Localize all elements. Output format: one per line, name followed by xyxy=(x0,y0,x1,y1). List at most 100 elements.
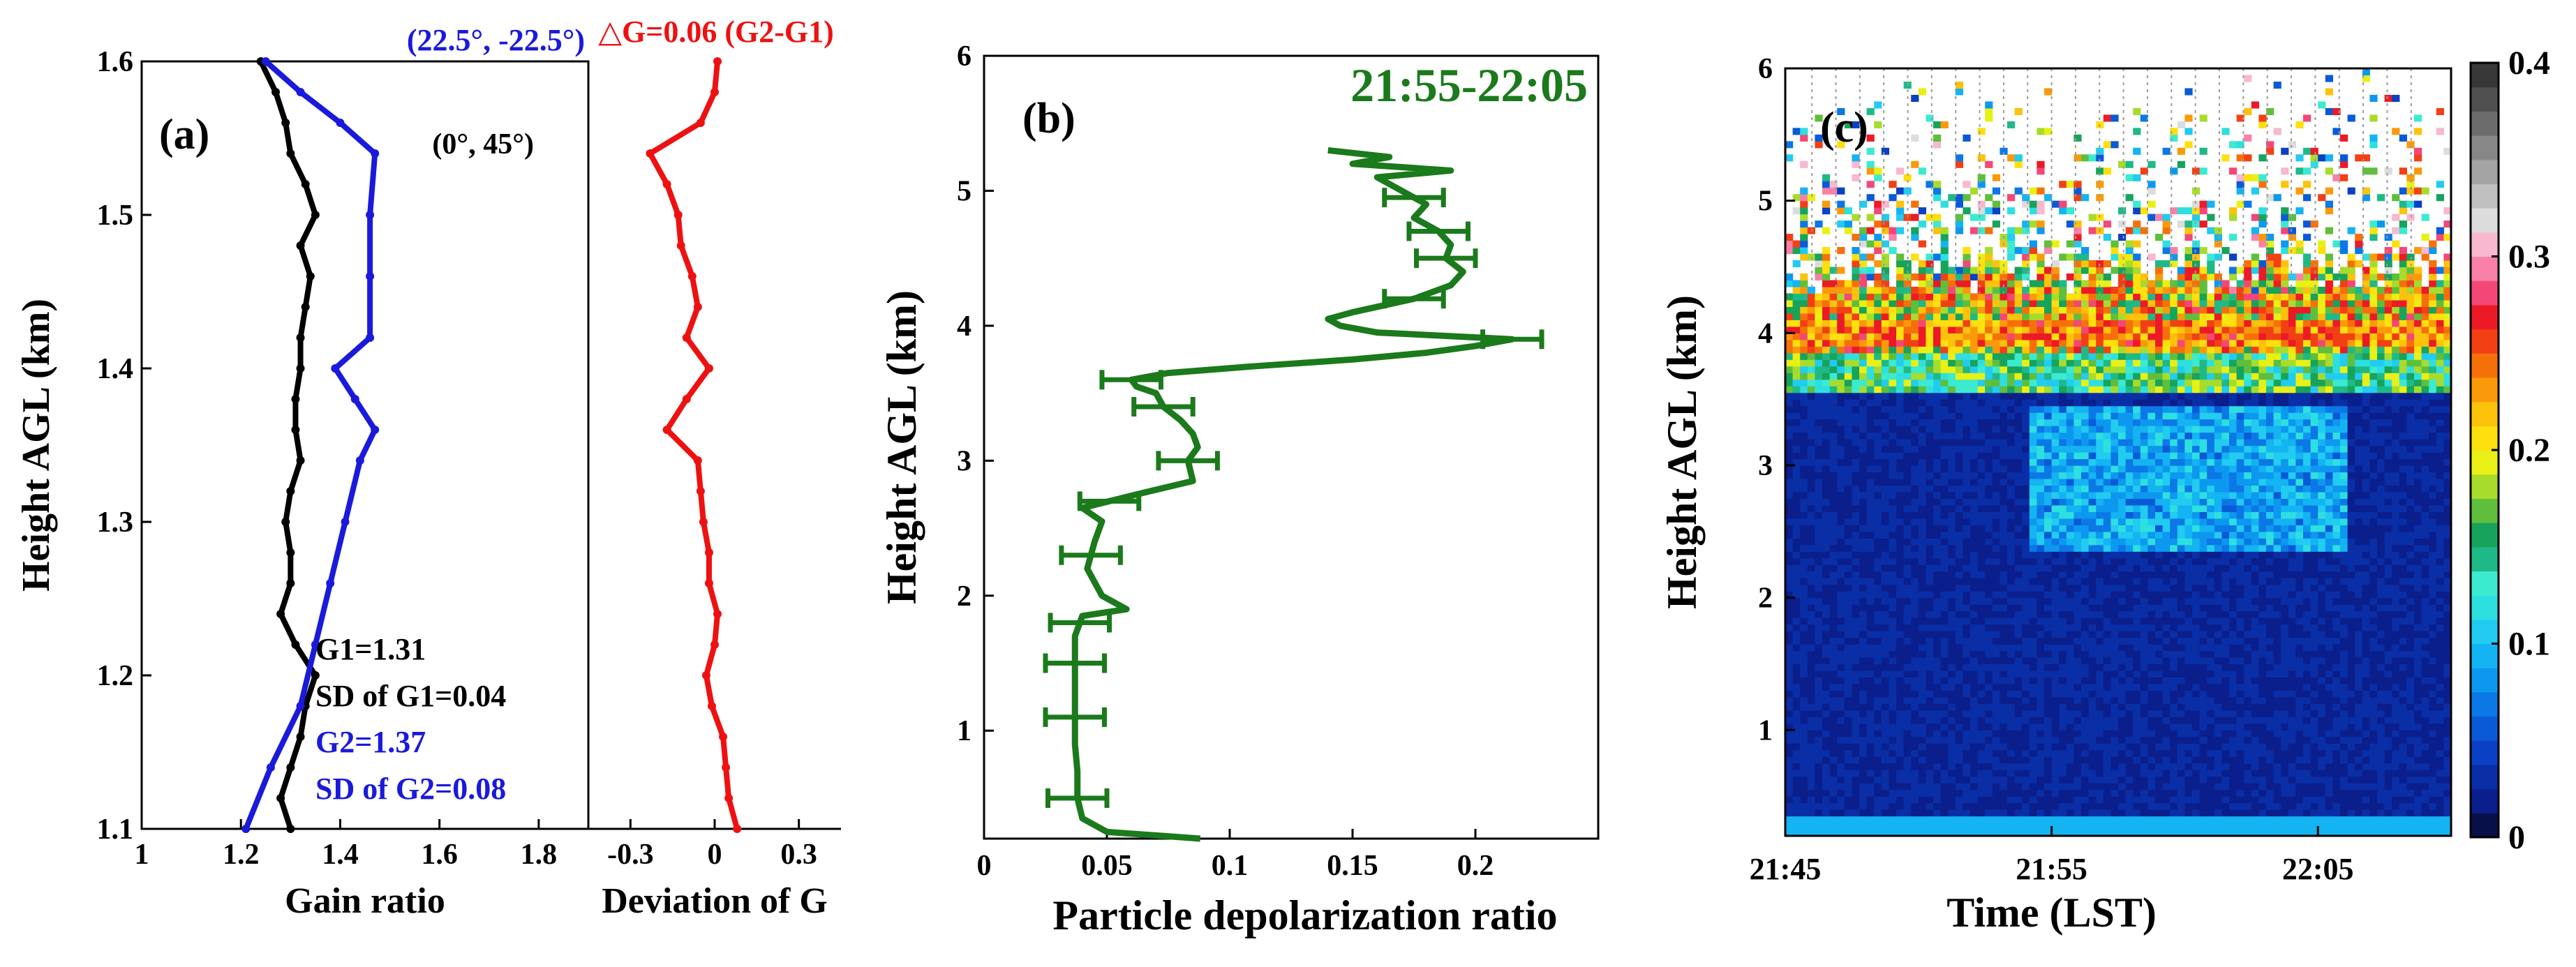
heatmap-cell xyxy=(1874,703,1882,711)
heatmap-cell xyxy=(1977,809,1986,817)
heatmap-cell xyxy=(2051,333,2060,340)
heatmap-cell xyxy=(1881,637,1889,645)
heatmap-cell xyxy=(1866,749,1875,757)
heatmap-cell xyxy=(1903,789,1912,797)
heatmap-cell xyxy=(2000,564,2008,572)
heatmap-cell xyxy=(2014,491,2023,499)
heatmap-cell xyxy=(2066,452,2074,460)
heatmap-cell xyxy=(1792,770,1801,777)
heatmap-cell xyxy=(1970,426,1979,433)
heatmap-cell xyxy=(1977,518,1986,525)
heatmap-cell xyxy=(2155,631,2164,638)
heatmap-cell xyxy=(2125,439,2134,447)
heatmap-cell xyxy=(1896,465,1905,473)
x-tick-label: -0.3 xyxy=(607,839,654,871)
heatmap-cell xyxy=(1859,789,1868,797)
heatmap-cell xyxy=(1970,392,1979,400)
heatmap-cell xyxy=(2140,578,2148,585)
heatmap-cell xyxy=(1852,478,1860,486)
heatmap-cell xyxy=(1866,544,1875,552)
heatmap-cell xyxy=(1963,359,1971,367)
heatmap-cell xyxy=(1911,286,1919,294)
heatmap-cell xyxy=(1785,247,1794,255)
heatmap-cell xyxy=(2044,485,2053,493)
heatmap-cell xyxy=(1985,386,1993,393)
heatmap-cell xyxy=(1963,551,1971,559)
heatmap-cell xyxy=(1933,306,1942,314)
heatmap-cell xyxy=(1881,578,1889,585)
heatmap-cell xyxy=(1807,564,1815,572)
heatmap-cell xyxy=(2007,557,2016,565)
heatmap-cell xyxy=(2096,518,2104,525)
heatmap-cell xyxy=(1881,749,1889,757)
heatmap-cell xyxy=(1852,485,1860,493)
heatmap-cell xyxy=(1985,518,1993,525)
heatmap-cell xyxy=(2140,557,2148,565)
heatmap-cell xyxy=(1866,816,1875,823)
heatmap-cell xyxy=(1859,313,1868,320)
heatmap-cell xyxy=(2007,763,2016,770)
heatmap-cell xyxy=(2044,763,2053,770)
heatmap-cell xyxy=(2147,286,2156,294)
heatmap-cell xyxy=(2007,194,2016,202)
heatmap-cell xyxy=(1992,511,2000,519)
heatmap-cell xyxy=(2125,273,2134,281)
heatmap-cell xyxy=(2133,207,2141,215)
heatmap-cell xyxy=(1807,286,1815,294)
heatmap-cell xyxy=(1844,564,1852,572)
heatmap-cell xyxy=(2096,280,2104,287)
heatmap-cell xyxy=(1785,763,1794,770)
heatmap-cell xyxy=(1852,379,1860,387)
heatmap-cell xyxy=(1844,578,1852,585)
heatmap-cell xyxy=(1992,677,2000,684)
heatmap-cell xyxy=(2037,491,2045,499)
heatmap-cell xyxy=(2029,306,2037,314)
heatmap-cell xyxy=(2059,200,2067,208)
heatmap-cell xyxy=(1874,320,1882,327)
heatmap-cell xyxy=(1889,286,1897,294)
heatmap-cell xyxy=(1903,743,1912,751)
heatmap-cell xyxy=(1933,405,1942,413)
heatmap-cell xyxy=(1970,405,1979,413)
heatmap-cell xyxy=(2088,491,2097,499)
heatmap-cell xyxy=(1903,637,1912,645)
heatmap-cell xyxy=(2147,796,2156,804)
heatmap-cell xyxy=(1822,320,1831,327)
heatmap-cell xyxy=(2029,445,2037,453)
heatmap-cell xyxy=(1940,723,1949,730)
heatmap-cell xyxy=(2014,802,2023,810)
heatmap-cell xyxy=(2133,624,2141,631)
heatmap-cell xyxy=(2074,234,2082,241)
heatmap-cell xyxy=(1926,650,1934,658)
heatmap-cell xyxy=(2103,770,2111,777)
heatmap-cell xyxy=(2147,690,2156,698)
heatmap-cell xyxy=(1874,578,1882,585)
heatmap-cell xyxy=(1992,498,2000,506)
heatmap-cell xyxy=(2029,770,2037,777)
heatmap-cell xyxy=(2037,802,2045,810)
heatmap-cell xyxy=(2007,366,2016,373)
heatmap-cell xyxy=(2103,326,2111,333)
heatmap-cell xyxy=(1933,339,1942,347)
heatmap-cell xyxy=(1896,280,1905,287)
heatmap-cell xyxy=(2125,452,2134,460)
heatmap-cell xyxy=(1866,525,1875,532)
heatmap-cell xyxy=(1859,624,1868,631)
heatmap-cell xyxy=(2088,789,2097,797)
heatmap-cell xyxy=(2022,392,2030,400)
heatmap-cell xyxy=(1911,670,1919,678)
heatmap-cell xyxy=(1977,802,1986,810)
heatmap-cell xyxy=(2118,465,2127,473)
heatmap-cell xyxy=(2059,624,2067,631)
heatmap-cell xyxy=(2037,227,2045,234)
heatmap-cell xyxy=(1985,227,1993,234)
heatmap-cell xyxy=(1837,584,1845,592)
heatmap-cell xyxy=(1963,730,1971,737)
heatmap-cell xyxy=(1807,452,1815,460)
heatmap-cell xyxy=(1963,743,1971,751)
heatmap-cell xyxy=(1903,610,1912,618)
heatmap-cell xyxy=(2051,419,2060,426)
heatmap-cell xyxy=(1866,472,1875,479)
heatmap-cell xyxy=(2096,736,2104,744)
heatmap-cell xyxy=(1829,617,1838,625)
